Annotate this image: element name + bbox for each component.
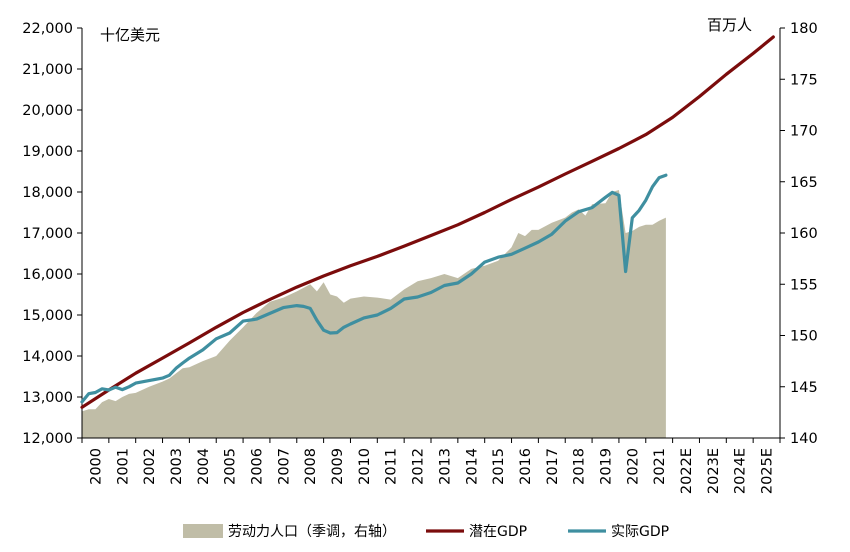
right-axis-tick-label: 170	[790, 124, 818, 140]
left-axis-tick-label: 14,000	[22, 349, 73, 365]
left-axis-tick-label: 18,000	[22, 185, 73, 201]
left-axis-tick-label: 16,000	[22, 267, 73, 283]
labor-force-area-layer	[82, 190, 666, 438]
x-axis-tick-label: 2016	[518, 448, 534, 485]
left-axis-tick-label: 15,000	[22, 308, 73, 324]
x-axis-tick-label: 2010	[357, 448, 373, 485]
right-axis-tick-label: 145	[790, 380, 818, 396]
left-axis-tick-label: 17,000	[22, 226, 73, 242]
left-axis-tick-label: 19,000	[22, 144, 73, 160]
x-axis-tick-label: 2000	[88, 448, 104, 485]
x-axis-tick-label: 2013	[437, 448, 453, 485]
real-gdp-line	[80, 173, 668, 404]
right-axis-tick-label: 150	[790, 329, 818, 345]
x-axis-tick-label: 2025E	[760, 448, 776, 494]
legend-label-real-gdp: 实际GDP	[611, 524, 669, 540]
left-axis-unit: 十亿美元	[100, 26, 160, 44]
x-axis-tick-label: 2021	[652, 448, 668, 485]
x-axis-tick-label: 2001	[115, 448, 131, 485]
legend-swatch-labor-force	[183, 524, 223, 538]
right-axis-tick-label: 175	[790, 72, 818, 88]
x-axis-tick-label: 2007	[276, 448, 292, 485]
potential-gdp-line	[80, 35, 775, 409]
x-axis-tick-label: 2008	[303, 448, 319, 485]
x-axis-tick-label: 2022E	[679, 448, 695, 494]
right-axis-unit: 百万人	[707, 16, 752, 34]
right-axis-tick-label: 180	[790, 21, 818, 37]
gdp-lines-layer	[80, 35, 775, 409]
left-axis-tick-label: 21,000	[22, 62, 73, 78]
right-axis-tick-label: 155	[790, 277, 818, 293]
left-axis-tick-label: 13,000	[22, 390, 73, 406]
left-axis-tick-label: 20,000	[22, 103, 73, 119]
legend-label-potential-gdp: 潜在GDP	[469, 524, 527, 540]
left-axis-tick-label: 12,000	[22, 431, 73, 447]
x-axis-tick-label: 2014	[464, 448, 480, 485]
right-axis-tick-label: 160	[790, 226, 818, 242]
legend-label-labor-force: 劳动力人口（季调，右轴）	[228, 524, 396, 540]
axes-layer: 12,000 13,000 14,000 15,000 16,000 17,000 18,0…	[22, 21, 817, 494]
x-axis-tick-label: 2017	[545, 448, 561, 485]
right-axis-tick-label: 165	[790, 175, 818, 191]
x-axis-tick-label: 2019	[599, 448, 615, 485]
x-axis-tick-label: 2012	[411, 448, 427, 485]
x-axis-tick-label: 2006	[250, 448, 266, 485]
left-axis-tick-label: 22,000	[22, 21, 73, 37]
labor-force-area	[82, 190, 666, 438]
x-axis-tick-label: 2020	[625, 448, 641, 485]
x-axis-tick-label: 2009	[330, 448, 346, 485]
x-axis-tick-label: 2023E	[706, 448, 722, 494]
x-axis-tick-label: 2011	[384, 448, 400, 485]
x-axis-tick-label: 2024E	[733, 448, 749, 494]
x-axis-tick-label: 2004	[196, 448, 212, 485]
right-axis-tick-label: 140	[790, 431, 818, 447]
x-axis-tick-label: 2002	[142, 448, 158, 485]
x-axis-tick-label: 2015	[491, 448, 507, 485]
x-axis-tick-label: 2018	[572, 448, 588, 485]
x-axis-tick-label: 2003	[169, 448, 185, 485]
legend: 劳动力人口（季调，右轴） 潜在GDP 实际GDP	[183, 524, 669, 540]
x-axis-tick-label: 2005	[223, 448, 239, 485]
